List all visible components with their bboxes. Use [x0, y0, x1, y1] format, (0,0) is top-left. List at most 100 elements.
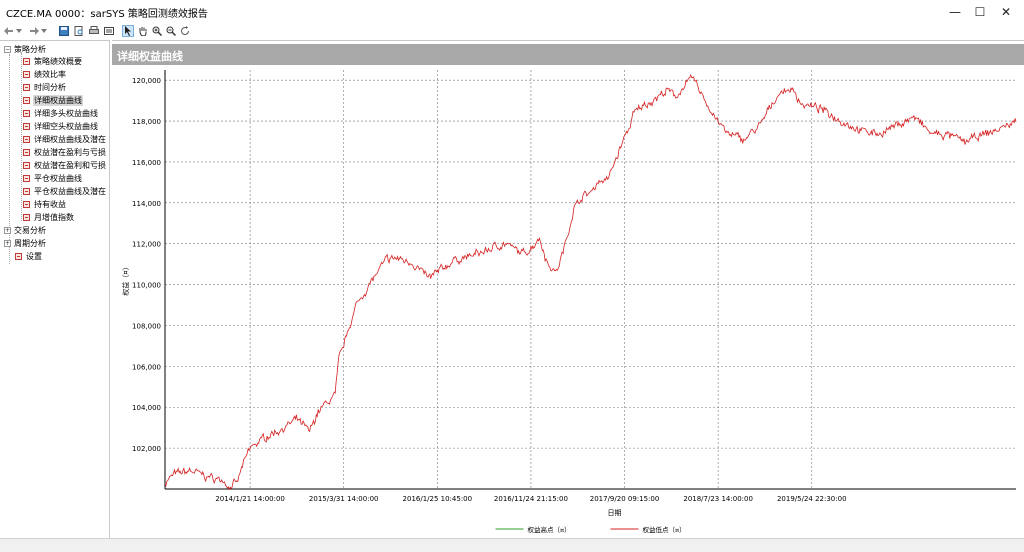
chart-grid [165, 70, 1016, 489]
zoom-out-icon[interactable] [165, 25, 177, 37]
close-button[interactable]: ✕ [1000, 5, 1012, 19]
tree-group-strategy-analysis[interactable]: − 策略分析 [4, 43, 47, 55]
x-tick-label: 2016/1/25 10:45:00 [403, 495, 473, 503]
x-tick-label: 2017/9/20 09:15:00 [590, 495, 660, 503]
report-page-icon [23, 148, 30, 156]
window-title: CZCE.MA 0000：sarSYS 策略回测绩效报告 [6, 9, 208, 20]
back-icon[interactable] [3, 25, 15, 37]
y-tick-label: 112,000 [132, 241, 161, 249]
sidebar-item-label: 设置 [26, 251, 42, 261]
page-setup-icon[interactable] [103, 25, 115, 37]
y-tick-label: 106,000 [132, 363, 161, 371]
report-page-icon [23, 96, 30, 104]
save-icon[interactable] [58, 25, 70, 37]
legend-label: 权益高点（¤） [528, 525, 571, 534]
chart-series [164, 73, 1017, 491]
sidebar-item-short-equity-curve[interactable]: 详细空头权益曲线 [23, 120, 99, 132]
sidebar-item-label: 绩效比率 [34, 69, 66, 79]
pan-hand-icon[interactable] [137, 25, 149, 37]
equity-chart-svg: 102,000 104,000 106,000 108,000 110,000 112,0… [121, 70, 1017, 534]
x-tick-label: 2014/1/21 14:00:00 [215, 495, 285, 503]
x-tick-label: 2018/7/23 14:00:00 [683, 495, 753, 503]
sidebar-item-detailed-equity-curve[interactable]: 详细权益曲线 [23, 94, 83, 106]
chart-axes: 102,000 104,000 106,000 108,000 110,000 112,0… [121, 70, 1016, 517]
report-page-icon [23, 135, 30, 143]
sidebar-item-label: 策略绩效概要 [34, 56, 82, 66]
sidebar-item-performance-ratios[interactable]: 绩效比率 [23, 68, 67, 80]
y-tick-label: 120,000 [132, 77, 161, 85]
report-page-icon [23, 83, 30, 91]
print-icon[interactable] [88, 25, 100, 37]
sidebar-item-label: 持有收益 [34, 199, 66, 209]
sidebar-item-closed-equity-curve[interactable]: 平仓权益曲线 [23, 172, 83, 184]
sidebar-item-monthly-value-index[interactable]: 月增值指数 [23, 211, 75, 223]
x-axis-label: 日期 [608, 509, 622, 517]
tree-group-label: 周期分析 [14, 238, 46, 248]
sidebar-item-potential-profit-loss[interactable]: 权益潜在盈利与亏损 [23, 146, 107, 158]
sidebar-item-potential-profit-and-loss[interactable]: 权益潜在盈利和亏损 [23, 159, 107, 171]
sidebar-item-long-equity-curve[interactable]: 详细多头权益曲线 [23, 107, 99, 119]
maximize-button[interactable]: ☐ [974, 5, 986, 19]
y-tick-label: 114,000 [132, 200, 161, 208]
legend-label: 权益低点（¤） [643, 525, 686, 534]
sidebar-item-equity-curve-potential[interactable]: 详细权益曲线及潜在 [23, 133, 107, 145]
sidebar-item-label: 权益潜在盈利和亏损 [34, 160, 106, 170]
report-page-icon [23, 70, 30, 78]
sidebar-item-label: 权益潜在盈利与亏损 [34, 147, 106, 157]
equity-chart[interactable]: 102,000 104,000 106,000 108,000 110,000 112,0… [112, 65, 1024, 539]
minimize-button[interactable]: — [949, 5, 961, 19]
report-page-icon [15, 252, 22, 260]
x-tick-label: 2015/3/31 14:00:00 [309, 495, 379, 503]
sidebar-item-label: 详细权益曲线 [33, 94, 83, 106]
sidebar-item-holding-returns[interactable]: 持有收益 [23, 198, 67, 210]
sidebar-item-label: 月增值指数 [34, 212, 74, 222]
report-page-icon [23, 161, 30, 169]
forward-icon[interactable] [28, 25, 40, 37]
expand-icon[interactable]: + [4, 226, 11, 234]
y-tick-label: 116,000 [132, 159, 161, 167]
tree-group-trade-analysis[interactable]: + 交易分析 [4, 224, 47, 236]
report-panel: 详细权益曲线 102,000 104,000 106,000 108,000 110,0… [112, 40, 1024, 538]
print-preview-icon[interactable] [73, 25, 85, 37]
series-line-equity-low [164, 73, 1017, 491]
y-tick-label: 118,000 [132, 118, 161, 126]
tree-group-period-analysis[interactable]: + 周期分析 [4, 237, 47, 249]
sidebar-item-time-analysis[interactable]: 时间分析 [23, 81, 67, 93]
report-page-icon [23, 200, 30, 208]
pointer-icon[interactable] [122, 25, 134, 37]
y-tick-label: 104,000 [132, 404, 161, 412]
sidebar-tree: − 策略分析 策略绩效概要 绩效比率 时间分析 详细权益曲线 详细多头权益曲线 … [0, 40, 110, 538]
chart-legend: 权益高点（¤） 权益低点（¤） [495, 525, 686, 534]
sidebar-item-settings[interactable]: 设置 [15, 250, 43, 262]
report-page-icon [23, 122, 30, 130]
tree-group-label: 策略分析 [14, 44, 46, 54]
sidebar-item-label: 详细权益曲线及潜在 [34, 134, 106, 144]
sidebar-item-closed-equity-potential[interactable]: 平仓权益曲线及潜在 [23, 185, 107, 197]
sidebar-item-label: 时间分析 [34, 82, 66, 92]
sidebar-item-label: 详细空头权益曲线 [34, 121, 98, 131]
toolbar [0, 24, 1024, 38]
panel-header: 详细权益曲线 [112, 44, 1024, 65]
x-tick-label: 2019/5/24 22:30:00 [777, 495, 847, 503]
dropdown-icon[interactable] [40, 25, 48, 37]
expand-icon[interactable]: + [4, 239, 11, 247]
zoom-in-icon[interactable] [151, 25, 163, 37]
report-page-icon [23, 57, 30, 65]
y-tick-label: 108,000 [132, 322, 161, 330]
dropdown-icon[interactable] [15, 25, 23, 37]
title-bar: CZCE.MA 0000：sarSYS 策略回测绩效报告 — ☐ ✕ [0, 0, 1024, 24]
collapse-icon[interactable]: − [4, 45, 11, 53]
sidebar-item-label: 平仓权益曲线及潜在 [34, 186, 106, 196]
report-page-icon [23, 187, 30, 195]
sidebar-item-label: 平仓权益曲线 [34, 173, 82, 183]
sidebar-item-performance-summary[interactable]: 策略绩效概要 [23, 55, 83, 67]
report-page-icon [23, 213, 30, 221]
refresh-icon[interactable] [179, 25, 191, 37]
y-tick-label: 110,000 [132, 282, 161, 290]
x-tick-label: 2016/11/24 21:15:00 [494, 495, 568, 503]
status-bar [0, 538, 1024, 552]
panel-title: 详细权益曲线 [117, 50, 183, 63]
sidebar-item-label: 详细多头权益曲线 [34, 108, 98, 118]
report-page-icon [23, 174, 30, 182]
